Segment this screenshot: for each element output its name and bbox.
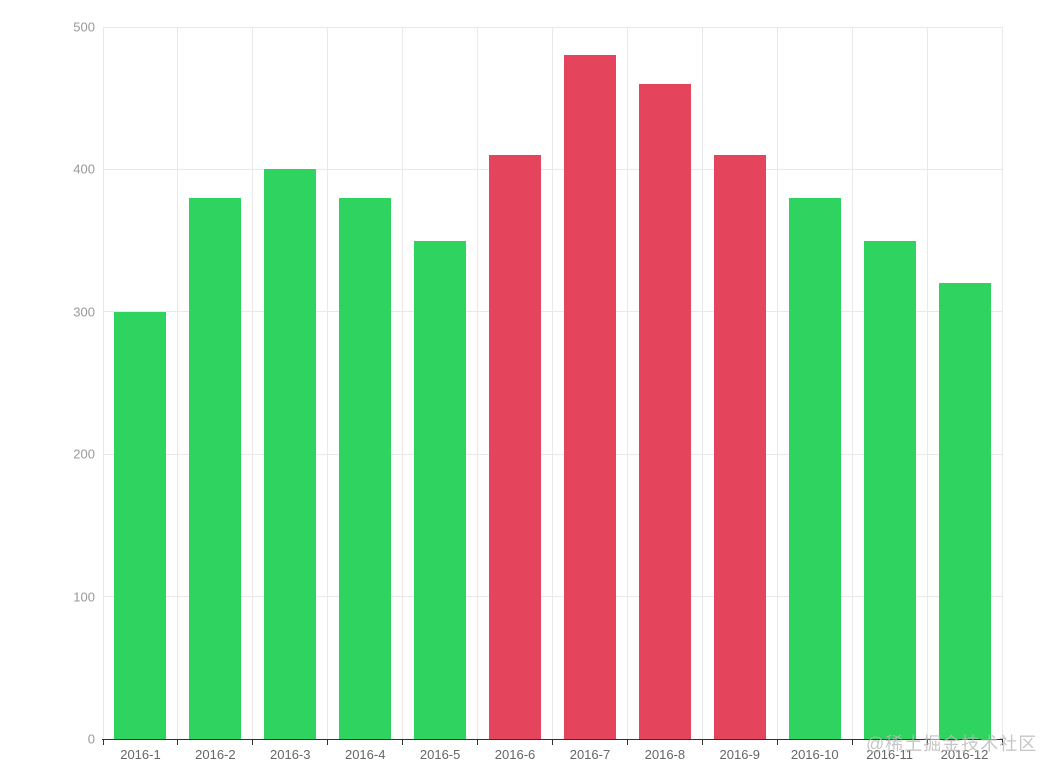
x-axis-tick-label: 2016-12 [940, 747, 989, 762]
bar-2016-7[interactable] [564, 55, 616, 739]
bar-2016-2[interactable] [189, 198, 241, 739]
x-axis-tick [776, 740, 778, 745]
x-axis-tick-label: 2016-11 [866, 747, 913, 762]
x-axis-tick [402, 740, 404, 745]
bar-2016-11[interactable] [864, 241, 916, 739]
x-axis-tick [252, 740, 254, 745]
bar-2016-5[interactable] [414, 241, 466, 739]
x-axis-tick-label: 2016-6 [494, 747, 536, 762]
x-axis-tick [1001, 740, 1003, 745]
x-axis-tick-label: 2016-9 [719, 747, 761, 762]
x-axis-tick-label: 2016-7 [569, 747, 611, 762]
x-axis-tick [327, 740, 329, 745]
x-axis-tick [477, 740, 479, 745]
x-axis-tick [701, 740, 703, 745]
x-axis-tick [102, 740, 104, 745]
bar-2016-8[interactable] [639, 84, 691, 739]
watermark: @稀土掘金技术社区 [866, 734, 1038, 754]
x-gridline [926, 27, 928, 739]
y-axis-tick-label: 100 [73, 589, 95, 605]
y-axis-tick-label: 400 [73, 161, 95, 177]
x-axis-tick-label: 2016-5 [419, 747, 461, 762]
x-gridline [177, 27, 179, 739]
bar-2016-6[interactable] [489, 155, 541, 739]
x-gridline [626, 27, 628, 739]
x-gridline [252, 27, 254, 739]
x-gridline [701, 27, 703, 739]
bar-2016-9[interactable] [714, 155, 766, 739]
x-gridline [402, 27, 404, 739]
x-axis-tick-label: 2016-1 [120, 747, 161, 762]
x-axis-tick [626, 740, 628, 745]
x-gridline [327, 27, 329, 739]
y-axis-tick-label: 300 [73, 304, 95, 320]
y-axis-tick-label: 500 [73, 19, 95, 35]
x-axis-tick [926, 740, 928, 745]
y-axis-tick-label: 200 [73, 446, 95, 462]
x-axis-tick-label: 2016-8 [644, 747, 686, 762]
x-axis-tick [552, 740, 553, 745]
x-gridline [552, 27, 553, 739]
x-gridline [477, 27, 479, 739]
x-gridline [1001, 27, 1003, 739]
bar-2016-4[interactable] [339, 198, 391, 739]
x-axis-tick [851, 740, 853, 745]
x-gridline [851, 27, 853, 739]
x-axis-tick-label: 2016-4 [344, 747, 386, 762]
bar-2016-3[interactable] [264, 169, 316, 739]
bar-2016-10[interactable] [789, 198, 841, 739]
x-axis-tick-label: 2016-3 [270, 747, 311, 762]
x-gridline [102, 27, 104, 739]
x-axis-line [102, 739, 1003, 740]
x-gridline [776, 27, 778, 739]
x-axis-tick-label: 2016-10 [790, 747, 839, 762]
bar-2016-12[interactable] [939, 283, 991, 739]
y-axis-tick-label: 0 [87, 731, 95, 747]
x-axis-tick-label: 2016-2 [195, 747, 236, 762]
x-axis-tick [177, 740, 179, 745]
bar-2016-1[interactable] [114, 312, 166, 739]
